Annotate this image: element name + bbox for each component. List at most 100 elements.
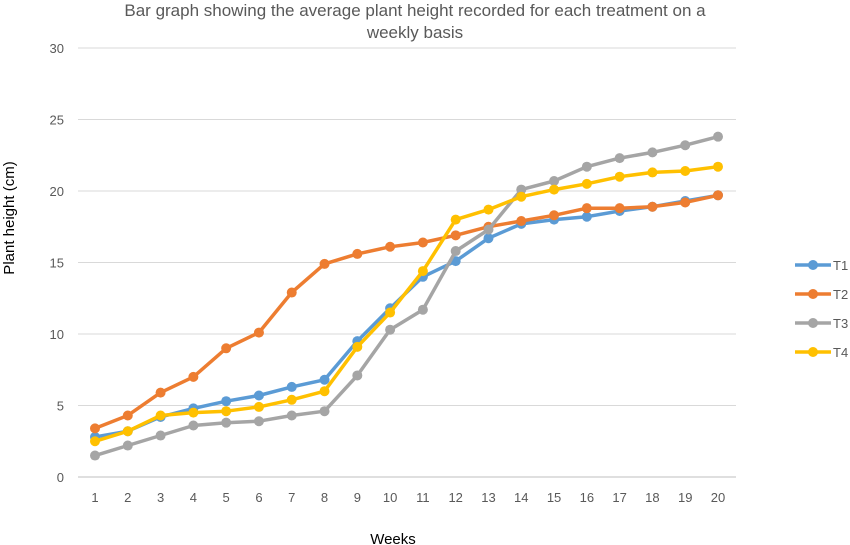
y-tick-30: 30: [50, 41, 64, 56]
chart-title: Bar graph showing the average plant heig…: [40, 0, 790, 44]
y-tick-0: 0: [57, 470, 64, 485]
x-tick-5: 5: [223, 490, 230, 505]
point-T4-week-6: [253, 401, 264, 412]
point-T4-week-12: [450, 214, 461, 225]
point-T2-week-10: [385, 241, 396, 252]
chart-title-line-1: Bar graph showing the average plant heig…: [124, 1, 706, 20]
point-T2-week-17: [614, 203, 625, 214]
point-T4-week-10: [385, 307, 396, 318]
point-T2-week-18: [647, 201, 658, 212]
point-T2-week-6: [253, 327, 264, 338]
point-T3-week-18: [647, 147, 658, 158]
point-T3-week-8: [319, 406, 330, 417]
x-tick-8: 8: [321, 490, 328, 505]
x-tick-3: 3: [157, 490, 164, 505]
y-tick-labels: 0 5 10 15 20 25 30: [50, 41, 64, 485]
point-T2-week-12: [450, 230, 461, 241]
x-tick-14: 14: [514, 490, 528, 505]
point-T2-week-20: [713, 190, 723, 201]
point-T3-week-14: [516, 184, 527, 195]
point-T3-week-17: [614, 153, 625, 164]
point-T2-week-11: [417, 237, 428, 248]
legend-marker-T1: [808, 260, 818, 270]
point-T2-week-4: [188, 371, 199, 382]
x-tick-7: 7: [288, 490, 295, 505]
series-line-T3: [93, 134, 720, 458]
point-T4-week-5: [221, 406, 232, 417]
y-tick-5: 5: [57, 399, 64, 414]
legend-label-T3: T3: [833, 316, 848, 331]
legend-marker-T3: [808, 318, 818, 328]
legend-marker-T4: [808, 347, 818, 357]
point-T3-week-13: [483, 224, 494, 235]
point-T4-week-7: [286, 394, 297, 405]
x-tick-13: 13: [481, 490, 495, 505]
gridlines: [78, 47, 736, 478]
point-T2-week-2: [122, 410, 133, 421]
point-T4-week-9: [352, 341, 363, 352]
point-T2-week-8: [319, 258, 330, 269]
x-tick-6: 6: [255, 490, 262, 505]
x-tick-1: 1: [91, 490, 98, 505]
point-T4-week-17: [614, 171, 625, 182]
legend-label-T4: T4: [833, 345, 848, 360]
x-tick-labels: 1 2 3 4 5 6 7 8 9 10 11 12 13 14 15 16 17 18 19 20: [91, 490, 725, 505]
point-T3-week-7: [286, 410, 297, 421]
point-T4-week-4: [188, 407, 199, 418]
point-T3-week-5: [221, 417, 232, 428]
series-T2: [90, 190, 723, 434]
x-tick-18: 18: [645, 490, 659, 505]
point-T4-week-13: [483, 204, 494, 215]
point-T2-week-7: [286, 287, 297, 298]
legend-label-T2: T2: [833, 287, 848, 302]
point-T4-week-3: [155, 410, 166, 421]
point-T4-week-20: [713, 161, 723, 172]
series-T4: [90, 161, 723, 447]
point-T3-week-1: [90, 450, 100, 461]
x-tick-20: 20: [711, 490, 725, 505]
point-T3-week-16: [581, 161, 592, 172]
point-T2-week-9: [352, 248, 363, 259]
y-tick-15: 15: [50, 256, 64, 271]
x-tick-4: 4: [190, 490, 197, 505]
legend: T1 T2 T3 T4: [795, 258, 848, 360]
x-tick-17: 17: [612, 490, 626, 505]
series-T1: [90, 190, 723, 442]
point-T1-week-8: [319, 374, 330, 385]
y-tick-25: 25: [50, 113, 64, 128]
point-T4-week-1: [90, 436, 100, 447]
point-T3-week-15: [549, 175, 560, 186]
point-T4-week-8: [319, 386, 330, 397]
point-T3-week-19: [680, 140, 691, 151]
point-T4-week-15: [549, 184, 560, 195]
legend-label-T1: T1: [833, 258, 848, 273]
x-tick-16: 16: [580, 490, 594, 505]
point-T4-week-18: [647, 167, 658, 178]
point-T2-week-14: [516, 216, 527, 227]
x-tick-11: 11: [416, 490, 430, 505]
point-T2-week-16: [581, 203, 592, 214]
legend-item-T1: T1: [795, 258, 848, 273]
y-tick-20: 20: [50, 184, 64, 199]
series-line-T1: [93, 193, 720, 439]
series-line-T2: [93, 193, 720, 431]
point-T3-week-20: [713, 131, 723, 142]
point-T2-week-5: [221, 343, 232, 354]
point-T1-week-6: [253, 390, 264, 401]
point-T4-week-14: [516, 191, 527, 202]
point-T3-week-11: [417, 304, 428, 315]
point-T2-week-3: [155, 387, 166, 398]
x-tick-2: 2: [124, 490, 131, 505]
chart-title-line-2: weekly basis: [366, 23, 464, 42]
point-T1-week-5: [221, 396, 232, 407]
x-tick-9: 9: [354, 490, 361, 505]
series-lines: [90, 131, 723, 461]
legend-item-T4: T4: [795, 345, 848, 360]
x-tick-15: 15: [547, 490, 561, 505]
series-line-T4: [93, 164, 720, 444]
point-T3-week-3: [155, 430, 166, 441]
point-T4-week-2: [122, 426, 133, 437]
point-T2-week-15: [549, 210, 560, 221]
point-T2-week-19: [680, 197, 691, 208]
